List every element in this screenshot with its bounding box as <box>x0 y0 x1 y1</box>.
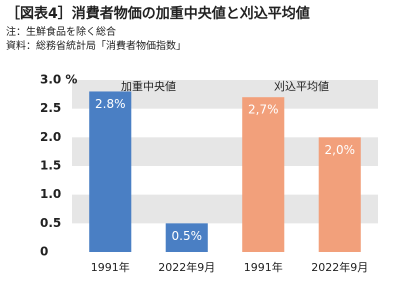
y-tick-label: 1.0 <box>40 187 61 201</box>
y-tick-label: 3.0 % <box>40 73 77 87</box>
bar <box>242 97 285 252</box>
y-tick-label: 1.5 <box>40 159 61 173</box>
bar <box>165 223 208 252</box>
value-label: 0.5% <box>172 229 203 243</box>
x-tick-label: 2022年9月 <box>158 260 215 274</box>
note: 資料：総務省統計局「消費者物価指数」 <box>6 39 186 52</box>
x-tick-label: 1991年 <box>244 260 283 274</box>
y-tick-label: 0 <box>40 245 48 259</box>
chart-title: ［図表4］消費者物価の加重中央値と刈込平均値 <box>6 5 310 22</box>
bar <box>318 137 361 252</box>
x-tick-label: 2022年9月 <box>311 260 368 274</box>
legend-label: 加重中央値 <box>121 79 176 93</box>
y-tick-label: 2.0 <box>40 130 61 144</box>
y-tick-label: 2.5 <box>40 101 61 115</box>
legend-label: 刈込平均値 <box>274 80 329 93</box>
bar <box>89 91 132 252</box>
value-label: 2.8% <box>95 97 126 111</box>
y-tick-label: 0.5 <box>40 216 61 230</box>
value-label: 2,0% <box>325 143 356 157</box>
value-label: 2,7% <box>248 103 279 117</box>
x-tick-label: 1991年 <box>91 260 130 274</box>
note: 注：生鮮食品を除く総合 <box>6 25 116 38</box>
